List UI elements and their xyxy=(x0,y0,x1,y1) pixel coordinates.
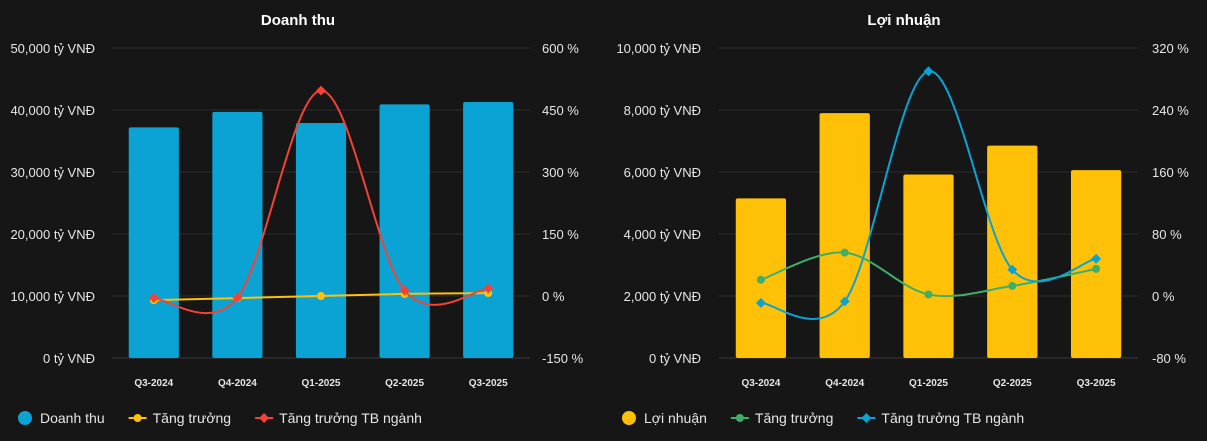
right-axis-tick-label: 320 % xyxy=(1152,41,1189,56)
left-axis-tick-label: 2,000 tỷ VNĐ xyxy=(624,289,701,304)
right-axis-tick-label: 150 % xyxy=(542,227,579,242)
legend-label[interactable]: Doanh thu xyxy=(40,410,105,426)
category-label: Q3-2025 xyxy=(1077,378,1116,389)
right-axis-tick-label: -150 % xyxy=(542,351,584,366)
left-axis-tick-label: 8,000 tỷ VNĐ xyxy=(624,103,701,118)
line-point[interactable] xyxy=(483,283,494,294)
category-label: Q4-2024 xyxy=(218,378,257,389)
left-axis-tick-label: 4,000 tỷ VNĐ xyxy=(624,227,701,242)
line-point[interactable] xyxy=(1007,264,1018,275)
legend-label[interactable]: Tăng trưởng TB ngành xyxy=(279,410,422,426)
category-label: Q1-2025 xyxy=(909,378,948,389)
category-label: Q4-2024 xyxy=(825,378,864,389)
left-axis-tick-label: 20,000 tỷ VNĐ xyxy=(10,227,95,242)
right-axis-tick-label: 300 % xyxy=(542,165,579,180)
category-label: Q1-2025 xyxy=(302,378,341,389)
right-axis-tick-label: 160 % xyxy=(1152,165,1189,180)
legend-label[interactable]: Tăng trưởng xyxy=(755,410,833,426)
left-axis-tick-label: 10,000 tỷ VNĐ xyxy=(10,289,95,304)
bar[interactable] xyxy=(819,113,870,358)
legend-label[interactable]: Tăng trưởng TB ngành xyxy=(881,410,1024,426)
left-axis-tick-label: 0 tỷ VNĐ xyxy=(43,351,95,366)
category-label: Q2-2025 xyxy=(385,378,424,389)
category-label: Q3-2025 xyxy=(469,378,508,389)
line-point[interactable] xyxy=(756,275,765,284)
legend-point-marker xyxy=(133,414,142,422)
chart-title: Doanh thu xyxy=(261,12,335,29)
line-point[interactable] xyxy=(923,66,934,77)
bar[interactable] xyxy=(128,127,179,358)
profit-chart: Lợi nhuận 0 tỷ VNĐ -80 % 2,000 tỷ VNĐ 0 % 4,0… xyxy=(616,12,1189,426)
category-label: Q3-2024 xyxy=(134,378,173,389)
left-axis-tick-label: 50,000 tỷ VNĐ xyxy=(10,41,95,56)
revenue-chart: Doanh thu 0 tỷ VNĐ -150 % 10,000 tỷ VNĐ 0 % 2… xyxy=(10,12,584,426)
line-point[interactable] xyxy=(840,248,849,257)
right-axis-tick-label: 240 % xyxy=(1152,103,1189,118)
right-axis-tick-label: 600 % xyxy=(542,41,579,56)
bar[interactable] xyxy=(1070,170,1122,358)
legend-label[interactable]: Tăng trưởng xyxy=(153,410,231,426)
bar[interactable] xyxy=(463,101,514,358)
right-axis-tick-label: 450 % xyxy=(542,103,579,118)
right-axis-tick-label: 80 % xyxy=(1152,227,1182,242)
line-point[interactable] xyxy=(1091,253,1102,264)
legend-point-marker xyxy=(735,414,744,422)
line-point[interactable] xyxy=(232,292,243,303)
left-axis-tick-label: 6,000 tỷ VNĐ xyxy=(624,165,701,180)
bar[interactable] xyxy=(212,111,263,358)
bar[interactable] xyxy=(903,174,954,358)
legend-point-marker xyxy=(861,413,872,423)
legend-bar-marker xyxy=(622,411,636,425)
line-point[interactable] xyxy=(1008,281,1017,290)
line-point[interactable] xyxy=(924,290,933,299)
right-axis-tick-label: 0 % xyxy=(1152,289,1175,304)
line-point[interactable] xyxy=(399,285,410,296)
bar[interactable] xyxy=(987,145,1038,358)
left-axis-tick-label: 0 tỷ VNĐ xyxy=(649,351,701,366)
right-axis-tick-label: 0 % xyxy=(542,289,565,304)
category-label: Q2-2025 xyxy=(993,378,1032,389)
bar[interactable] xyxy=(295,123,347,359)
legend-bar-marker xyxy=(18,411,32,425)
line-point[interactable] xyxy=(317,292,325,300)
bar[interactable] xyxy=(379,104,430,358)
left-axis-tick-label: 30,000 tỷ VNĐ xyxy=(10,165,95,180)
legend-label[interactable]: Lợi nhuận xyxy=(644,410,707,426)
line-point[interactable] xyxy=(1092,264,1101,273)
category-label: Q3-2024 xyxy=(741,378,780,389)
legend-point-marker xyxy=(259,413,270,423)
chart-title: Lợi nhuận xyxy=(867,12,940,29)
line-point[interactable] xyxy=(316,85,326,96)
left-axis-tick-label: 40,000 tỷ VNĐ xyxy=(10,103,95,118)
left-axis-tick-label: 10,000 tỷ VNĐ xyxy=(616,41,701,56)
line-point[interactable] xyxy=(148,293,159,304)
right-axis-tick-label: -80 % xyxy=(1152,351,1186,366)
